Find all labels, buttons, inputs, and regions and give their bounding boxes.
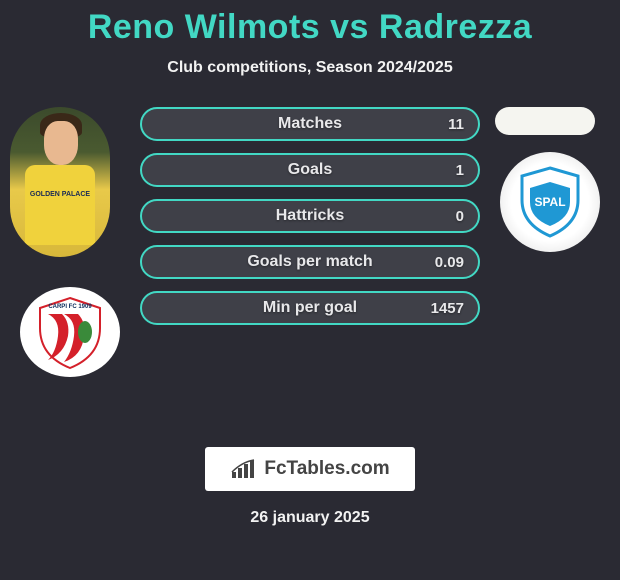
footer-brand: FcTables.com: [205, 447, 415, 491]
stat-label: Min per goal: [142, 299, 478, 317]
stat-row-mpg: Min per goal 1457: [140, 291, 480, 325]
stat-value-right: 0.09: [435, 254, 464, 271]
stat-label: Matches: [142, 115, 478, 133]
stat-row-gpm: Goals per match 0.09: [140, 245, 480, 279]
stat-rows: Matches 11 Goals 1 Hattricks 0 Goals per…: [140, 107, 480, 337]
jersey-sponsor: GOLDEN PALACE: [25, 191, 95, 198]
svg-text:CARPI FC 1909: CARPI FC 1909: [48, 304, 92, 310]
stat-row-goals: Goals 1: [140, 153, 480, 187]
stat-value-right: 0: [456, 208, 464, 225]
page-title: Reno Wilmots vs Radrezza: [0, 0, 620, 47]
comparison-panel: GOLDEN PALACE CARPI FC 1909 SPAL Matches…: [0, 107, 620, 427]
club-right-badge: SPAL: [500, 152, 600, 252]
stat-label: Goals per match: [142, 253, 478, 271]
date-label: 26 january 2025: [0, 509, 620, 527]
club-left-crest-icon: CARPI FC 1909: [30, 292, 110, 372]
stat-value-right: 1: [456, 162, 464, 179]
stat-row-hattricks: Hattricks 0: [140, 199, 480, 233]
stat-label: Hattricks: [142, 207, 478, 225]
club-left-badge: CARPI FC 1909: [20, 287, 120, 377]
jersey: GOLDEN PALACE: [25, 165, 95, 245]
player-right-badge: [495, 107, 595, 135]
svg-text:SPAL: SPAL: [534, 195, 565, 209]
footer-brand-text: FcTables.com: [264, 458, 389, 480]
subtitle: Club competitions, Season 2024/2025: [0, 59, 620, 77]
stat-value-right: 1457: [431, 300, 464, 317]
stat-row-matches: Matches 11: [140, 107, 480, 141]
player-face: [44, 121, 78, 165]
stat-value-right: 11: [448, 116, 464, 133]
club-right-crest-icon: SPAL: [512, 164, 588, 240]
bars-icon: [230, 458, 260, 480]
stat-label: Goals: [142, 161, 478, 179]
player-left-photo: GOLDEN PALACE: [10, 107, 110, 257]
